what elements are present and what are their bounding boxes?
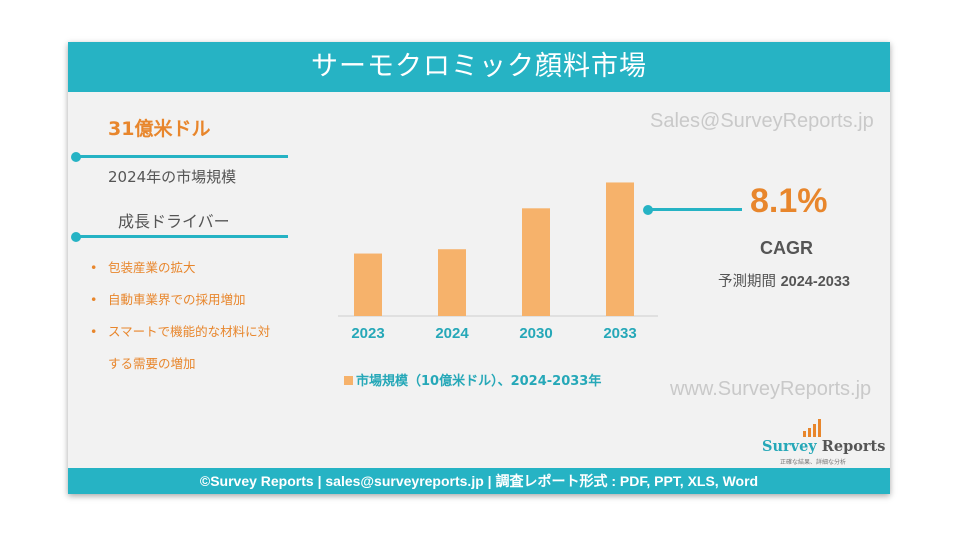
market-divider-line [76, 155, 288, 158]
page-title: サーモクロミック顔料市場 [68, 42, 890, 92]
driver-item: • 自動車業界での採用増加 [86, 284, 316, 316]
driver-item: • スマートで機能的な材料に対 する需要の増加 [86, 316, 316, 380]
cagr-label: CAGR [760, 238, 813, 258]
forecast-period: 予測期間 2024-2033 [718, 270, 850, 291]
bar-2033 [606, 182, 634, 316]
market-size-value: 31億米ドル [108, 118, 211, 140]
forecast-years: 2024-2033 [780, 274, 850, 290]
site-watermark: www.SurveyReports.jp [670, 378, 872, 400]
x-tick-label: 2024 [435, 325, 469, 342]
market-size-caption: 2024年の市場規模 [108, 168, 237, 186]
bar-2024 [438, 249, 466, 316]
logo-bars-icon [803, 419, 821, 437]
cagr-connector-line [648, 208, 742, 211]
growth-drivers-title: 成長ドライバー [118, 212, 230, 231]
footer-bar: ©Survey Reports | sales@surveyreports.jp… [68, 468, 890, 494]
x-tick-label: 2030 [519, 325, 552, 342]
logo-tagline: 正確な結果、詳細な分析 [780, 459, 847, 466]
email-watermark: Sales@SurveyReports.jp [650, 110, 874, 132]
logo-word-survey: Survey [762, 438, 817, 455]
x-tick-label: 2023 [351, 325, 384, 342]
growth-drivers-list: • 包装産業の拡大 • 自動車業界での採用増加 • スマートで機能的な材料に対 … [86, 252, 316, 380]
market-size-bar-chart: 2023 2024 2030 2033 [338, 182, 658, 342]
cagr-value: 8.1% [750, 182, 828, 220]
bullet-icon: • [90, 324, 98, 339]
drivers-divider-line [76, 235, 288, 238]
bar-2030 [522, 208, 550, 316]
x-tick-label: 2033 [603, 325, 636, 342]
bullet-icon: • [90, 292, 98, 307]
logo-word-reports: Reports [821, 438, 886, 455]
chart-legend: 市場規模（10億米ドル）、2024-2033年 [344, 370, 601, 389]
driver-text: 自動車業界での採用増加 [108, 292, 246, 307]
bullet-icon: • [90, 260, 98, 275]
legend-label: 市場規模（10億米ドル）、2024-2033年 [356, 374, 602, 389]
infographic-card: サーモクロミック顔料市場 Sales@SurveyReports.jp www.… [68, 42, 890, 494]
forecast-prefix: 予測期間 [718, 274, 776, 290]
logo-wordmark: Survey Reports [762, 438, 885, 455]
bar-2023 [354, 253, 382, 316]
driver-text: スマートで機能的な材料に対 [108, 324, 271, 339]
legend-swatch [344, 376, 353, 385]
driver-text-continued: する需要の増加 [108, 356, 196, 371]
driver-text: 包装産業の拡大 [108, 260, 196, 275]
driver-item: • 包装産業の拡大 [86, 252, 316, 284]
